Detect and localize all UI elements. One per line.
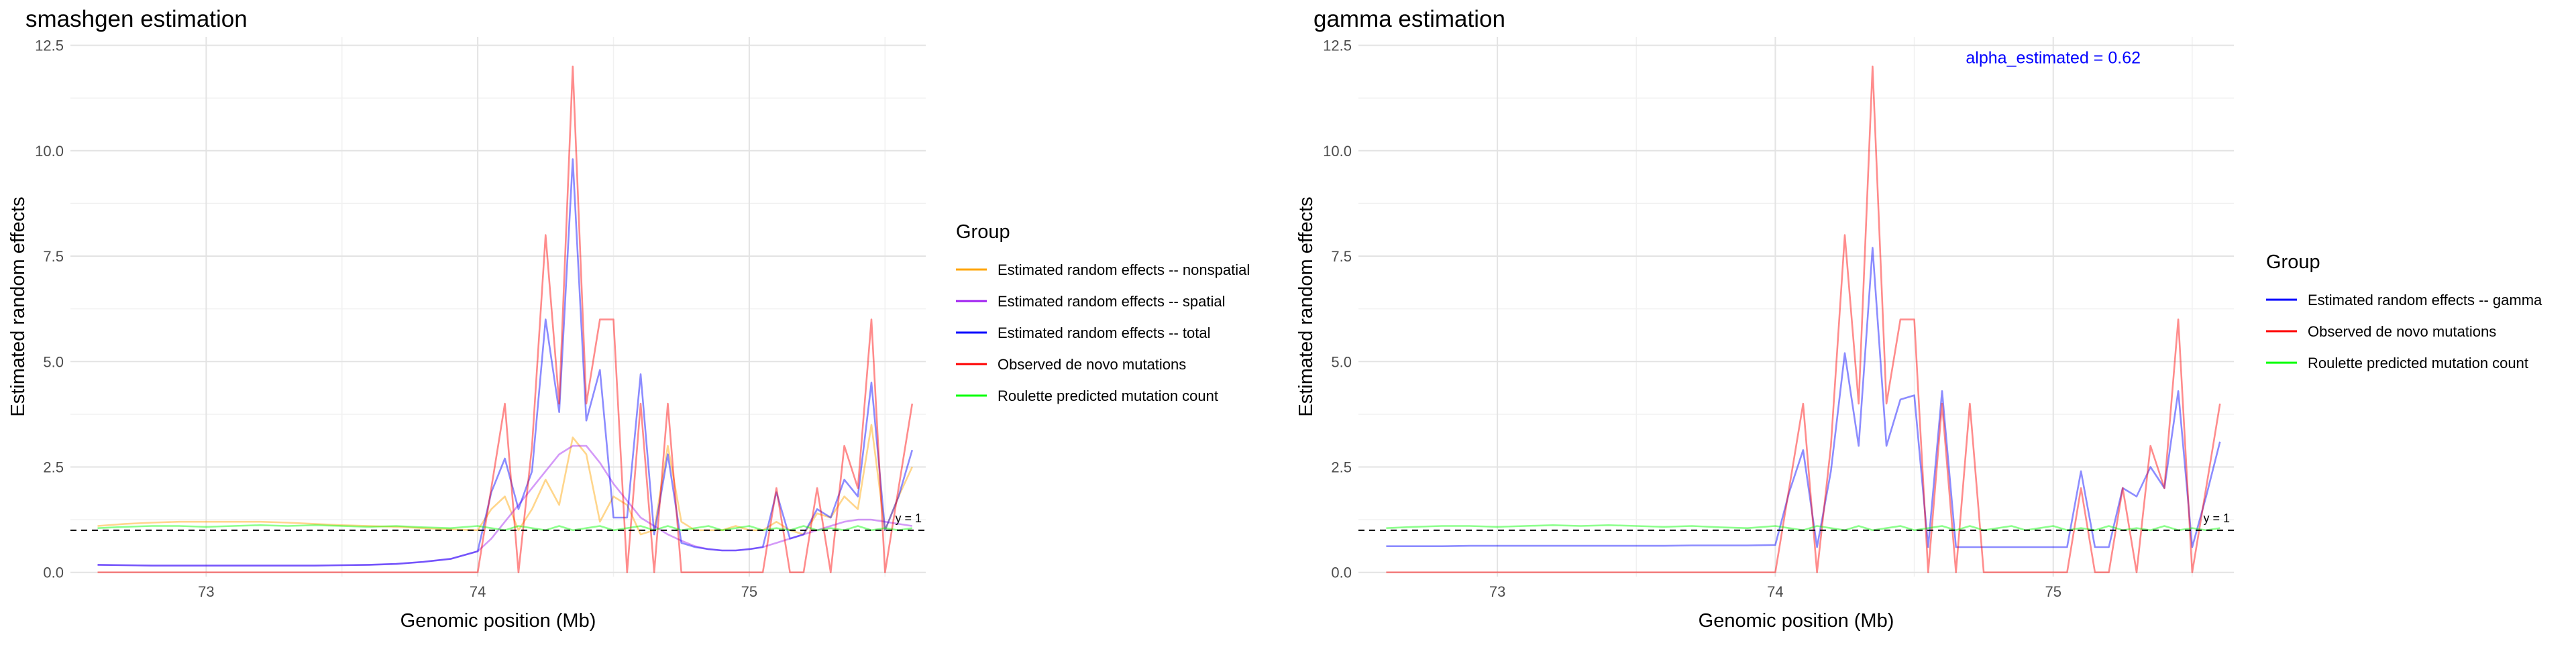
chart-1-legend-title: Group xyxy=(2266,251,2320,273)
chart-0-legend-label-estimated-random-effects-spatial: Estimated random effects -- spatial xyxy=(998,293,1226,310)
chart-0-xtick-label: 75 xyxy=(741,583,757,600)
chart-1-yaxis-label: Estimated random effects xyxy=(1295,196,1317,416)
chart-1-series-estimated-random-effects-gamma xyxy=(1386,247,2221,548)
chart-1-ytick-label: 0.0 xyxy=(1331,565,1352,581)
chart-1-xaxis-label: Genomic position (Mb) xyxy=(1699,610,1894,632)
chart-0-legend-label-estimated-random-effects-nonspatial: Estimated random effects -- nonspatial xyxy=(998,261,1250,278)
chart-1-xtick-label: 73 xyxy=(1489,583,1505,600)
chart-0-xaxis-label: Genomic position (Mb) xyxy=(400,610,596,632)
chart-0-legend-label-roulette-predicted-mutation-count: Roulette predicted mutation count xyxy=(998,388,1218,404)
chart-1-xtick-label: 74 xyxy=(1767,583,1783,600)
chart-0-legend-label-observed-de-novo-mutations: Observed de novo mutations xyxy=(998,356,1186,373)
chart-0-ytick-label: 10.0 xyxy=(35,143,64,160)
chart-1-title: gamma estimation xyxy=(1313,6,1505,32)
chart-0-series-estimated-random-effects-nonspatial xyxy=(97,424,913,536)
chart-1-reference-line-label: y = 1 xyxy=(2203,512,2230,525)
chart-0-xtick-label: 74 xyxy=(470,583,486,600)
chart-0-xtick-label: 73 xyxy=(198,583,214,600)
chart-0-ytick-label: 0.0 xyxy=(43,565,64,581)
chart-1-legend-label-estimated-random-effects-gamma: Estimated random effects -- gamma xyxy=(2308,292,2542,308)
chart-0-series-roulette-predicted-mutation-count xyxy=(97,524,912,532)
chart-0-ytick-label: 5.0 xyxy=(43,353,64,370)
chart-1-ytick-label: 7.5 xyxy=(1331,248,1352,265)
gamma-chart: y = 1 0.0 2.5 5.0 7.5 10.0 12.5 73 74 75 Genomic p… xyxy=(1295,6,2542,632)
chart-0-series-estimated-random-effects-total xyxy=(97,158,914,567)
chart-0-series-observed-de-novo-mutations xyxy=(97,65,914,574)
chart-0-legend-label-estimated-random-effects-total: Estimated random effects -- total xyxy=(998,325,1211,341)
chart-1-legend-label-roulette-predicted-mutation-count: Roulette predicted mutation count xyxy=(2308,355,2528,371)
smashgen-chart: y = 1 0.0 2.5 5.0 7.5 10.0 12.5 73 74 75 Genomic p… xyxy=(7,6,1250,632)
chart-1-ytick-label: 10.0 xyxy=(1323,143,1352,160)
chart-1-annotation: alpha_estimated = 0.62 xyxy=(1966,48,2141,67)
chart-0-ytick-label: 7.5 xyxy=(43,248,64,265)
chart-0-legend-title: Group xyxy=(956,221,1010,243)
smashgen-panel: y = 1 0.0 2.5 5.0 7.5 10.0 12.5 73 74 75 Genomic p… xyxy=(0,0,1288,644)
chart-0-series-estimated-random-effects-spatial xyxy=(97,445,912,567)
chart-0-ytick-label: 2.5 xyxy=(43,459,64,475)
chart-0-reference-line-label: y = 1 xyxy=(895,512,922,525)
chart-0-ytick-label: 12.5 xyxy=(35,38,64,54)
chart-0-plot-area xyxy=(70,37,926,577)
gamma-panel: y = 1 0.0 2.5 5.0 7.5 10.0 12.5 73 74 75 Genomic p… xyxy=(1288,0,2576,644)
chart-0-title: smashgen estimation xyxy=(25,6,248,32)
chart-1-legend-label-observed-de-novo-mutations: Observed de novo mutations xyxy=(2308,323,2496,340)
chart-1-xtick-label: 75 xyxy=(2045,583,2061,600)
chart-1-ytick-label: 5.0 xyxy=(1331,353,1352,370)
chart-1-series-roulette-predicted-mutation-count xyxy=(1386,524,2220,532)
chart-1-plot-area xyxy=(1358,37,2234,577)
chart-1-ytick-label: 12.5 xyxy=(1323,38,1352,54)
chart-1-ytick-label: 2.5 xyxy=(1331,459,1352,475)
chart-1-series-observed-de-novo-mutations xyxy=(1386,65,2221,574)
chart-0-yaxis-label: Estimated random effects xyxy=(7,196,29,416)
